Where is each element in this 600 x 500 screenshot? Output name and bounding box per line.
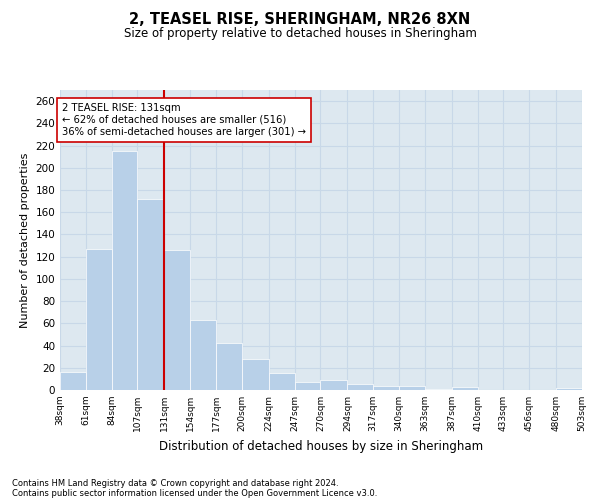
Bar bbox=[425, 389, 452, 390]
Bar bbox=[295, 382, 320, 390]
Bar bbox=[137, 199, 164, 390]
Bar bbox=[86, 249, 112, 390]
Bar bbox=[399, 386, 425, 390]
Bar bbox=[556, 388, 582, 390]
Bar bbox=[320, 380, 347, 390]
Bar bbox=[216, 344, 242, 390]
Y-axis label: Number of detached properties: Number of detached properties bbox=[20, 152, 30, 328]
Text: 2, TEASEL RISE, SHERINGHAM, NR26 8XN: 2, TEASEL RISE, SHERINGHAM, NR26 8XN bbox=[130, 12, 470, 28]
Bar bbox=[112, 151, 137, 390]
Bar bbox=[373, 386, 399, 390]
X-axis label: Distribution of detached houses by size in Sheringham: Distribution of detached houses by size … bbox=[159, 440, 483, 452]
Bar bbox=[242, 359, 269, 390]
Bar bbox=[269, 374, 295, 390]
Bar bbox=[190, 320, 216, 390]
Text: Contains public sector information licensed under the Open Government Licence v3: Contains public sector information licen… bbox=[12, 488, 377, 498]
Text: 2 TEASEL RISE: 131sqm
← 62% of detached houses are smaller (516)
36% of semi-det: 2 TEASEL RISE: 131sqm ← 62% of detached … bbox=[62, 104, 306, 136]
Bar bbox=[452, 386, 478, 390]
Text: Contains HM Land Registry data © Crown copyright and database right 2024.: Contains HM Land Registry data © Crown c… bbox=[12, 478, 338, 488]
Text: Size of property relative to detached houses in Sheringham: Size of property relative to detached ho… bbox=[124, 28, 476, 40]
Bar bbox=[347, 384, 373, 390]
Bar bbox=[60, 372, 86, 390]
Bar bbox=[164, 250, 190, 390]
